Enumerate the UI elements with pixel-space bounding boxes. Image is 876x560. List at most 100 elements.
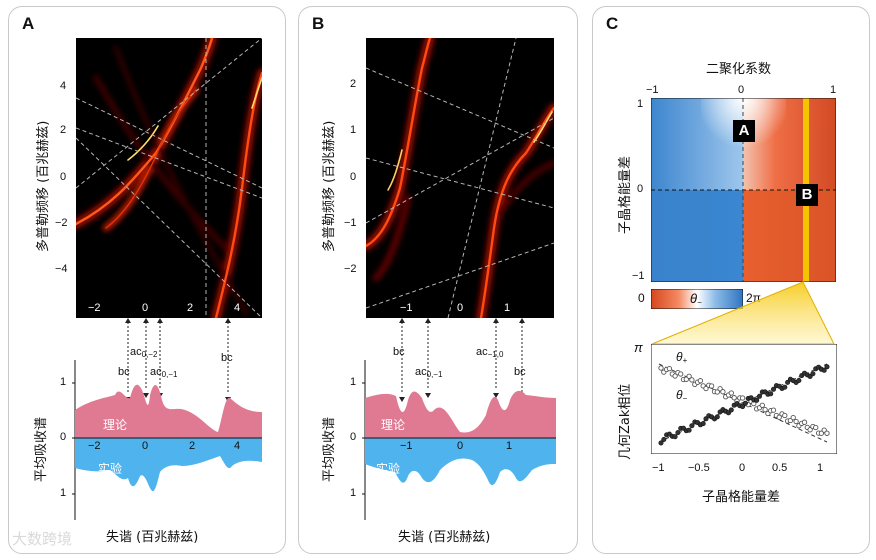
panel-b-xtick: 1 [504,302,511,314]
panel-b-spec-ytick: 1 [350,487,357,499]
zak-theta-plus-point [801,419,808,425]
panel-a-ytick: 4 [60,80,67,92]
zak-theta-plus-point [672,373,678,379]
panel-c-zak-xtick: −0.5 [688,462,710,474]
panel-b-ytick: 0 [350,171,357,183]
panel-a-experiment-label: 实验 [98,462,123,476]
panel-c-top-tick: −1 [646,84,659,96]
zak-theta-plus-point [793,418,799,425]
panel-b-xtick: 0 [457,302,464,314]
panel-c-zak-ytick: π [634,340,643,355]
panel-c-theta-plus: θ+ [676,350,688,365]
zak-theta-plus-point [686,373,692,379]
panel-c-top-tick: 1 [830,84,837,96]
panel-a-ytick: −2 [55,217,68,229]
panel-a-xlabel: 失谐 (百兆赫兹) [106,530,199,545]
panel-c-phase-map [651,98,836,282]
zak-theta-minus-point [782,384,788,390]
zak-theta-minus-point [821,367,827,373]
zak-theta-plus-point [739,395,746,401]
zak-theta-plus-point [666,365,673,372]
panel-a-spectrum [72,360,262,520]
zak-theta-plus-point [728,390,734,396]
panel-c-colorbar-symbol: θ− [690,291,702,307]
panel-b-ytick: −1 [344,217,357,229]
panel-c-ytick: 0 [637,183,644,195]
zak-theta-plus-point [720,389,726,395]
panel-a-bc-right-label: bc [221,352,233,364]
panel-b-spectrum-ylabel: 平均吸收谱 [322,416,337,482]
zak-theta-plus-point [762,406,768,413]
panel-b-xlabel: 失谐 (百兆赫兹) [398,530,491,545]
panel-a-xtick: −2 [88,302,101,314]
zak-theta-minus-point [824,364,830,370]
panel-c-zak-xtick: 0 [739,462,746,474]
panel-a-spec-ytick: 0 [60,431,67,443]
zak-theta-minus-point [810,371,816,377]
panel-b-theory-label: 理论 [381,418,406,432]
panel-c-ytick: 1 [637,98,644,110]
panel-a-heatmap [76,38,262,318]
panel-a-bc-left-label: bc [118,366,130,378]
zak-theta-plus-point [790,414,796,421]
panel-a-spec-xtick: 0 [142,440,149,452]
panel-a-spec-ytick: 1 [60,487,67,499]
panel-c-top-title: 二聚化系数 [706,62,772,77]
zak-theta-plus-point [770,407,777,413]
panel-a-spec-xtick: 4 [234,440,241,452]
panel-b-spec-xtick: 1 [506,440,513,452]
panel-a-spectrum-ylabel: 平均吸收谱 [34,416,49,482]
panel-a-spec-xtick: 2 [189,440,196,452]
panel-a-spec-xtick: −2 [88,440,101,452]
panel-b-spec-xtick: 0 [457,440,464,452]
panel-a-theory-label: 理论 [103,418,128,432]
panel-a-ac-top-label: ac0,−2 [130,346,158,359]
panel-b-bc-left-label: bc [393,346,405,358]
zak-theta-minus-point [689,423,695,429]
zak-theta-minus-point [714,414,720,420]
zak-theta-minus-point [740,404,746,410]
zak-theta-minus-point [768,391,774,397]
panel-a-ylabel: 多普勒频移 (百兆赫兹) [36,120,51,252]
panel-b-spec-ytick: 0 [350,431,357,443]
panel-a-ac-bot-label: ac0,−1 [150,366,178,379]
zak-theta-minus-point [728,407,734,413]
zak-theta-minus-point [785,379,791,385]
panel-c-zoom-wedge [651,281,835,345]
panel-c-colorbar-min: 0 [638,291,645,305]
panel-c-marker-b: B [796,184,818,206]
zak-theta-plus-point [824,430,830,436]
panel-c-ylabel: 子晶格能量差 [618,155,633,234]
zak-theta-plus-point [678,371,684,377]
zak-theta-plus-point [759,402,765,408]
zak-theta-minus-point [757,393,763,399]
panel-c-zak-xtick: 0.5 [772,462,788,474]
zak-theta-minus-point [703,416,709,422]
panel-b-spec-xtick: −1 [400,440,413,452]
zak-theta-minus-point [675,430,681,436]
panel-b-connectors [399,318,525,402]
zak-theta-plus-point [703,385,709,392]
panel-c-colorbar [651,289,743,309]
panel-b-ytick: 2 [350,78,357,90]
zak-theta-plus-point [813,424,819,431]
panel-b-ylabel: 多普勒频移 (百兆赫兹) [322,120,337,252]
panel-c-zak-xlabel: 子晶格能量差 [702,490,781,505]
panel-b-heatmap [366,38,554,318]
panel-a-xtick: 4 [234,302,241,314]
zak-theta-minus-point [742,400,748,406]
zak-theta-plus-point [658,365,664,371]
panel-c-ytick: −1 [632,270,645,282]
zak-theta-minus-point [700,421,706,427]
panel-b-spectrum [362,360,556,520]
zak-theta-plus-point [708,383,715,389]
panel-c-zak-ylabel: 几何Zak相位 [618,383,633,460]
panel-c-label: C [606,14,619,33]
zak-theta-minus-point [658,440,664,446]
panel-c-marker-a: A [733,120,755,142]
watermark: 大数跨境 [12,530,73,548]
panel-b-experiment-label: 实验 [376,462,401,476]
panel-a-label: A [22,14,35,33]
zak-theta-plus-point [776,414,782,420]
panel-a-spec-ytick: 1 [60,376,67,388]
